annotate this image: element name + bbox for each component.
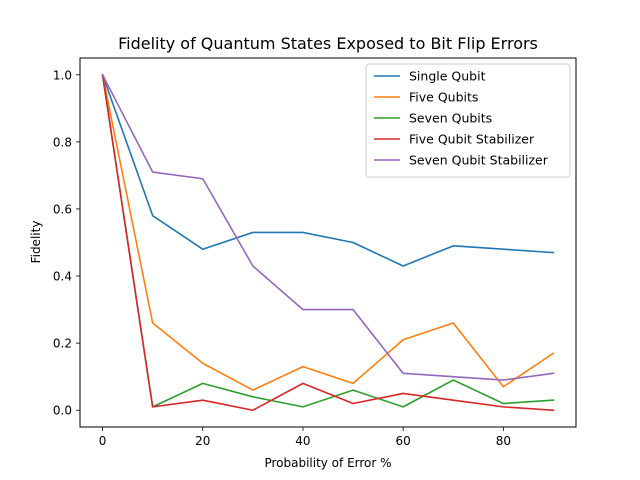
legend-label: Single Qubit (409, 69, 486, 84)
y-tick-label: 0.0 (53, 404, 72, 418)
legend-label: Five Qubit Stabilizer (409, 132, 535, 147)
plot-frame (79, 57, 577, 428)
series-line-five-qubits (101, 73, 555, 391)
y-tick-label: 1.0 (53, 68, 72, 82)
x-axis-label: Probability of Error % (264, 456, 391, 470)
y-tick-label: 0.8 (53, 135, 72, 149)
legend: Single Qubit Five Qubits Seven Qubits Five … (365, 63, 571, 178)
y-tick-label: 0.2 (53, 337, 72, 351)
legend-label: Seven Qubits (409, 111, 492, 126)
x-tick-label: 40 (295, 434, 310, 448)
y-tick-label: 0.4 (53, 270, 72, 284)
series-line-five-qubit-stabilizer (101, 73, 555, 412)
chart-title: Fidelity of Quantum States Exposed to Bi… (118, 34, 538, 53)
x-tick-label: 60 (396, 434, 411, 448)
series-line-seven-qubit-stabilizer (101, 73, 555, 381)
y-tick-label: 0.6 (53, 202, 72, 216)
x-tick-label: 80 (496, 434, 511, 448)
x-tick-label: 20 (195, 434, 210, 448)
y-axis-label: Fidelity (29, 221, 43, 264)
legend-label: Seven Qubit Stabilizer (409, 153, 549, 168)
legend-label: Five Qubits (409, 90, 478, 105)
series-line-seven-qubits (101, 73, 555, 408)
y-axis-ticks: 0.0 0.2 0.4 0.6 0.8 1.0 (53, 68, 80, 418)
legend-box (365, 63, 571, 178)
x-tick-label: 0 (99, 434, 107, 448)
series-lines (101, 73, 555, 412)
series-line-single-qubit (101, 73, 555, 267)
x-axis-ticks: 0 20 40 60 80 (99, 427, 511, 448)
